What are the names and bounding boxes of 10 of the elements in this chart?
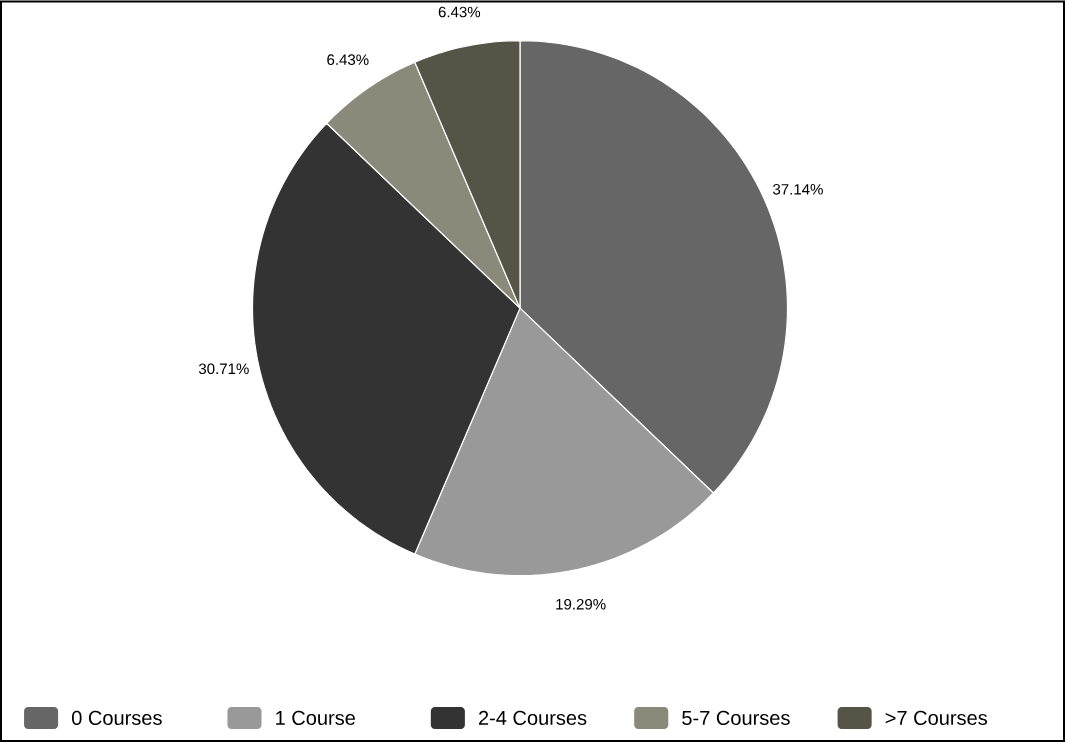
legend-label: >7 Courses	[885, 710, 988, 726]
legend-label: 5-7 Courses	[682, 710, 790, 726]
data-label: 37.14%	[773, 184, 823, 195]
legend-label: 2-4 Courses	[478, 710, 587, 726]
data-label: 6.43%	[438, 6, 481, 18]
data-label: 30.71%	[198, 363, 249, 375]
legend-label: 1 Course	[276, 710, 355, 726]
legend-label: 0 Courses	[71, 710, 162, 726]
data-label: 19.29%	[556, 598, 606, 610]
data-label: 6.43%	[327, 54, 369, 66]
